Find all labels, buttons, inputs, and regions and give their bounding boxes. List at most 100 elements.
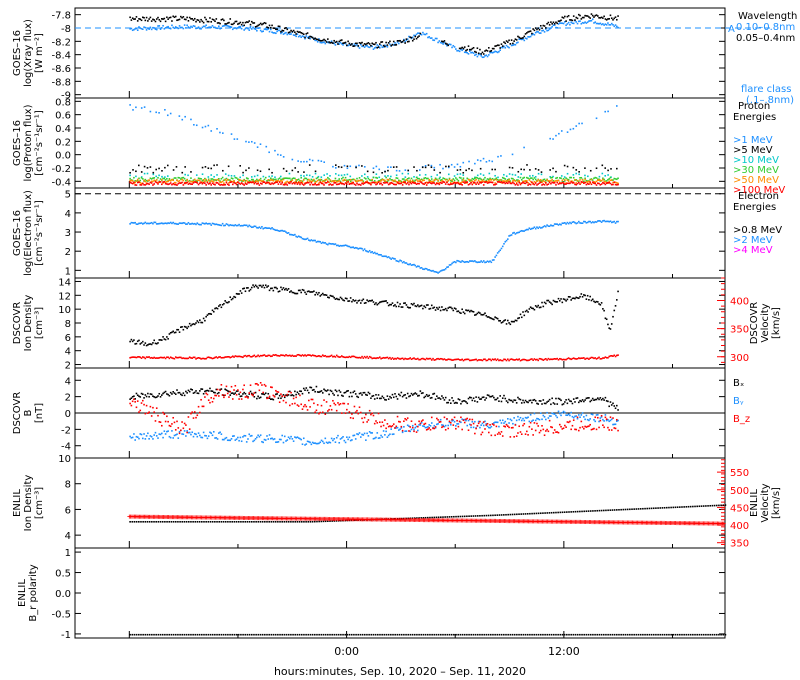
data-point [234,355,237,357]
data-point [474,162,476,165]
data-point [600,183,603,185]
data-point [408,40,410,43]
data-point [166,521,168,523]
data-point [216,392,219,395]
data-point [612,402,614,405]
data-point [202,181,205,184]
data-point [297,160,299,162]
data-point [581,16,584,19]
data-point [586,418,589,421]
data-point [163,356,166,359]
data-point [405,38,408,40]
data-point [188,356,191,358]
data-point [318,354,320,357]
data-point [532,33,534,35]
data-point [471,260,474,262]
data-point [455,182,457,185]
data-point [548,419,551,422]
data-point [590,299,593,302]
data-point [531,174,534,177]
data-point [429,269,432,272]
data-point [285,27,287,29]
data-point [243,287,245,290]
data-point [357,248,360,250]
data-point [504,319,507,321]
data-point [376,397,379,400]
data-point [333,180,335,183]
data-point [471,47,474,50]
data-point [254,180,257,182]
data-point [174,429,177,431]
data-point [598,23,600,25]
data-point [372,414,375,417]
data-point [280,183,282,185]
data-point [589,169,592,172]
data-point [468,260,471,262]
data-point [234,439,237,441]
data-point [594,301,597,304]
data-point [180,26,182,29]
data-point [352,181,354,184]
data-point [197,392,200,395]
data-point [213,175,215,178]
data-point [311,291,314,293]
data-point [342,395,344,397]
data-point [447,183,450,186]
data-point [301,288,304,291]
data-point [273,354,276,357]
data-point [229,439,232,442]
data-point [318,38,320,40]
data-point [212,222,215,225]
data-point [328,41,330,43]
y-tick-label: 4 [65,531,71,542]
data-point [237,178,239,180]
data-point [603,24,605,26]
data-point [547,417,550,419]
data-point [361,433,363,436]
data-point [489,317,491,319]
data-point [247,354,249,357]
data-point [468,167,470,170]
data-point [221,438,224,441]
data-point [299,394,301,397]
y-tick-label: 0.6 [55,111,71,122]
data-point [270,355,272,358]
data-point [291,30,294,33]
data-point [399,358,401,360]
data-point [292,181,295,184]
data-point [334,179,337,182]
data-point [422,357,424,360]
data-point [333,296,335,299]
data-point [231,521,234,523]
data-point [153,177,155,179]
data-point [143,179,145,182]
data-point [593,357,595,360]
data-point [129,340,131,343]
data-point [267,397,270,399]
data-point [488,159,491,162]
data-point [380,301,382,303]
data-point [138,339,140,342]
data-point [149,110,152,113]
data-point [262,227,264,230]
data-point [257,24,259,27]
data-point [359,184,362,186]
data-point [552,224,555,227]
data-point [168,521,171,523]
data-point [258,355,261,358]
data-point [296,292,299,295]
data-point [368,299,371,302]
data-point [245,169,247,172]
data-point [183,394,186,397]
data-point [228,21,230,24]
data-point [441,40,443,43]
data-point [313,354,315,357]
data-point [456,423,458,425]
data-point [139,409,142,412]
y-tick-label: -8 [61,24,71,35]
data-point [372,252,375,255]
data-point [180,429,182,432]
data-point [332,355,334,358]
data-point [244,181,247,184]
data-point [539,429,542,432]
